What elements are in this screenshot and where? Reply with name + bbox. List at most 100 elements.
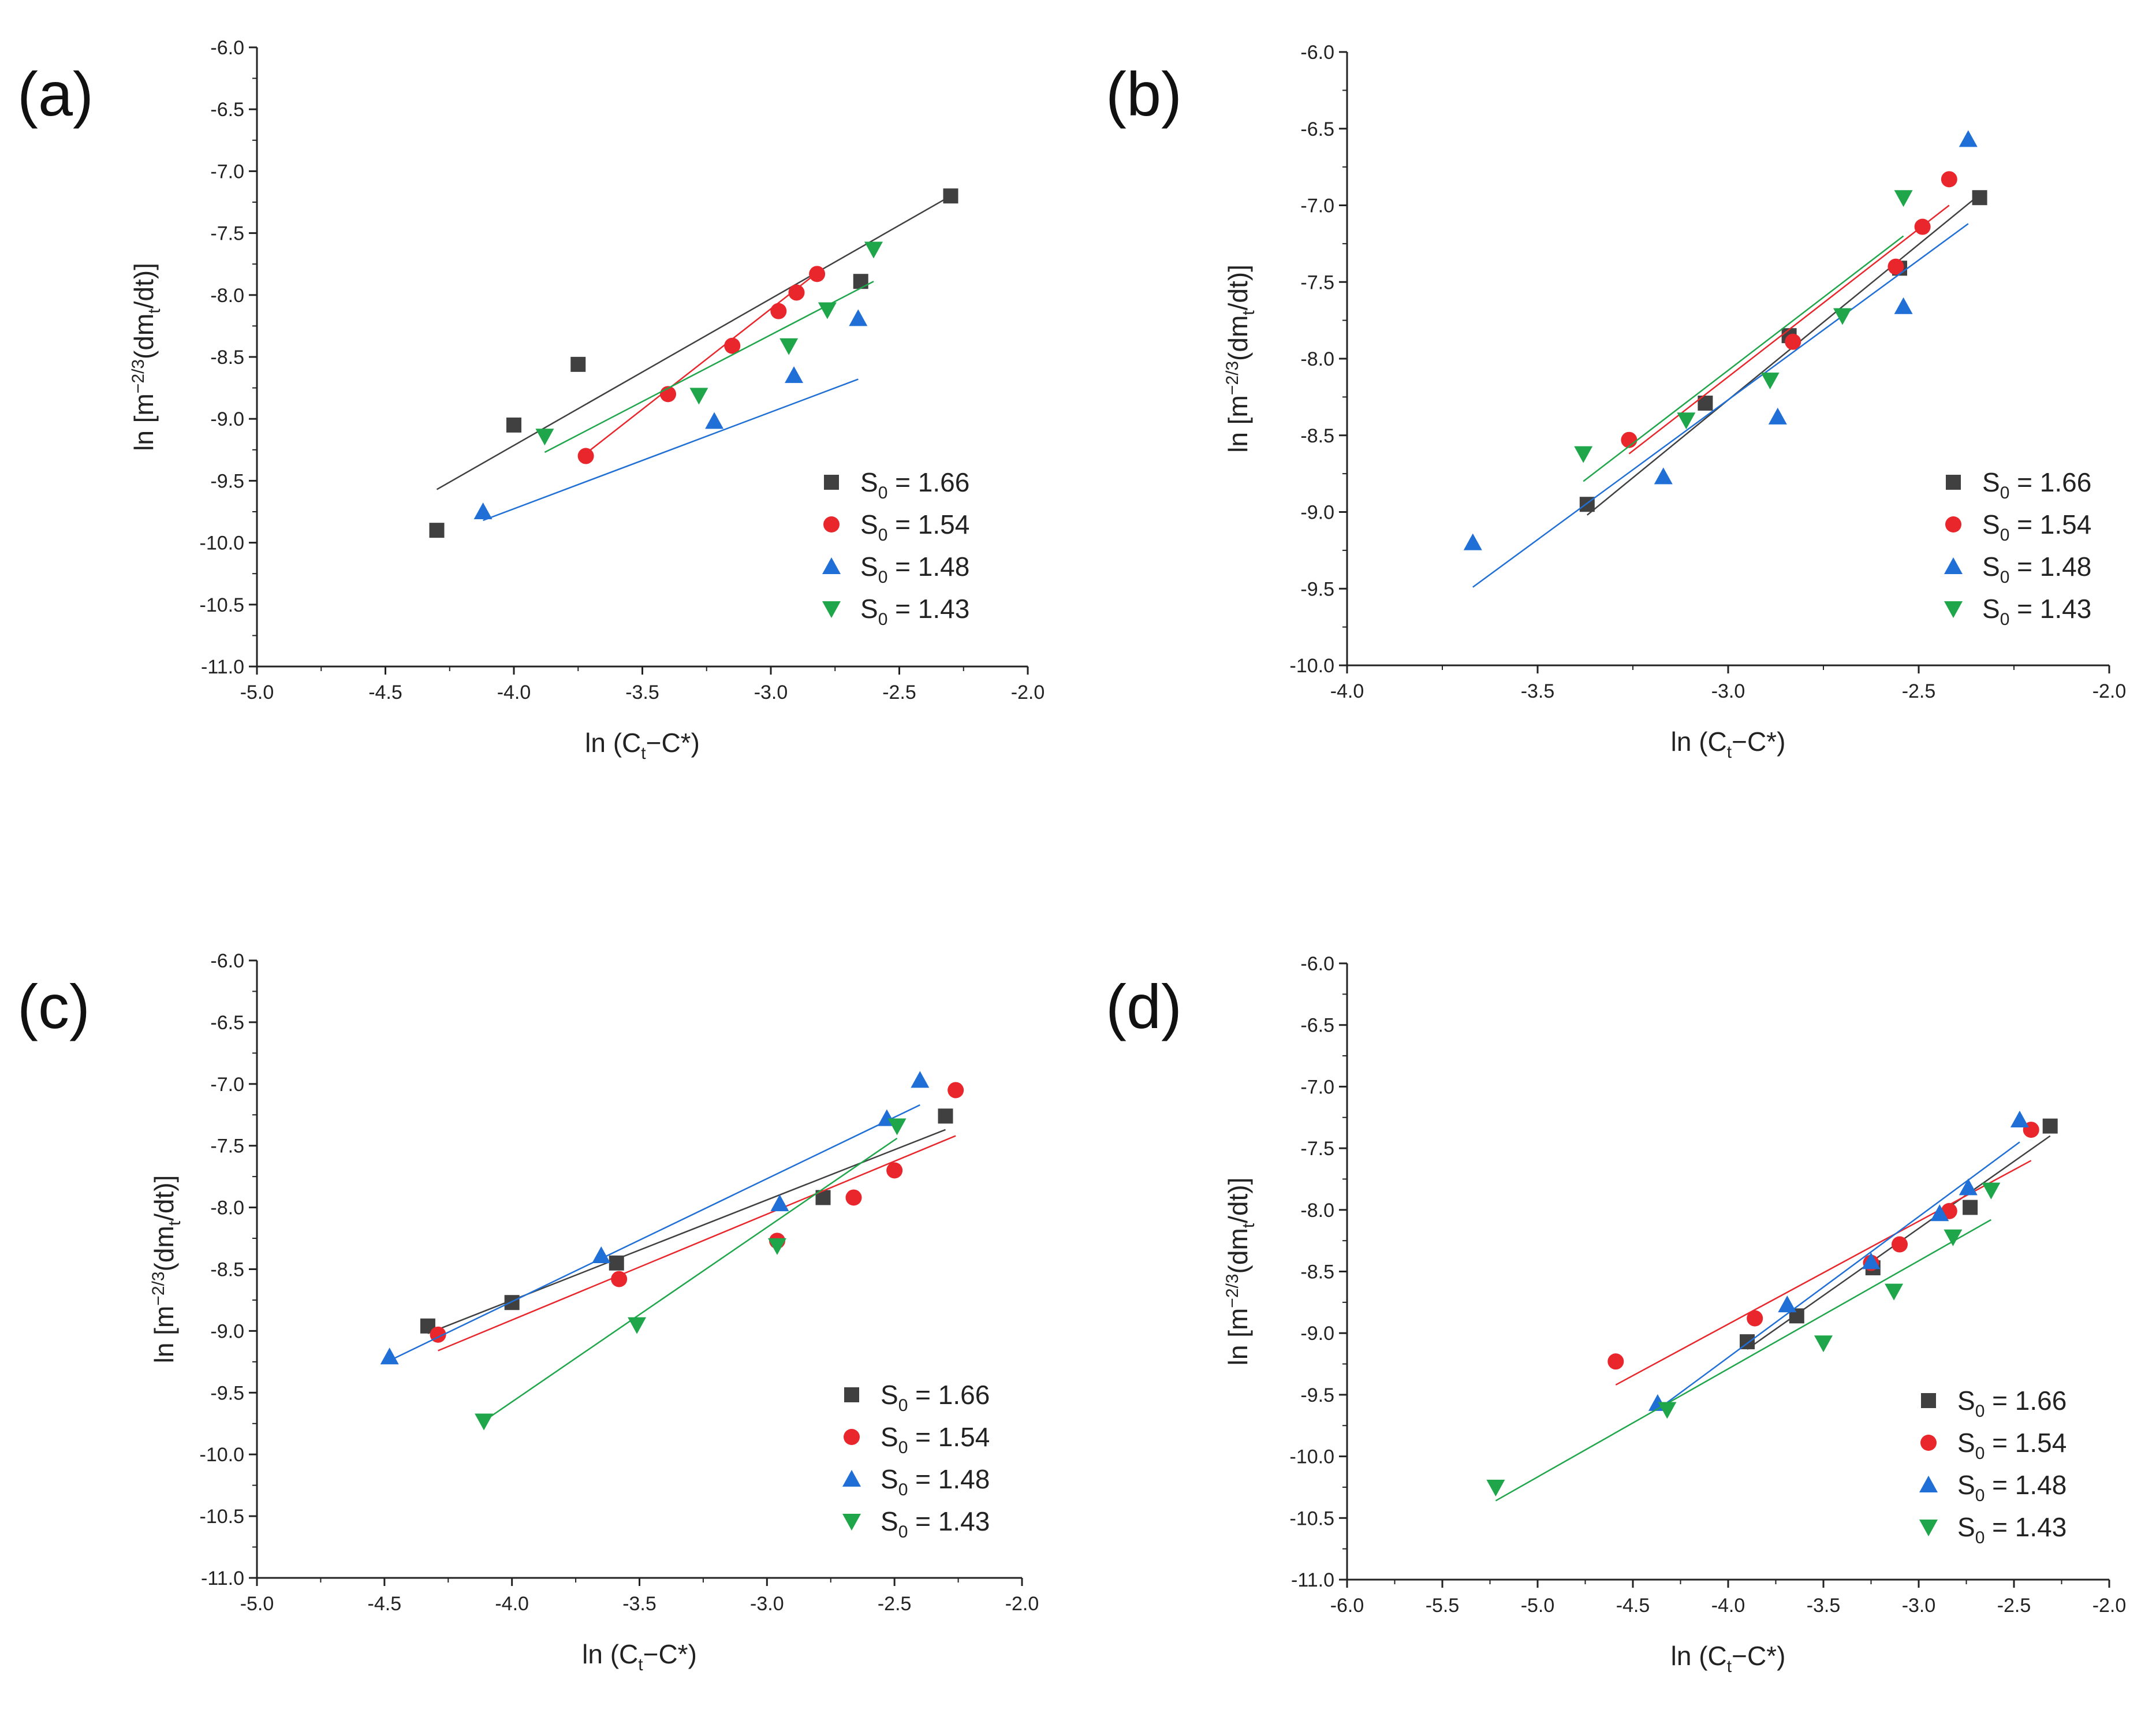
legend-label-tail: = 1.66 (908, 1380, 990, 1410)
data-point (864, 241, 883, 259)
data-point (911, 1071, 930, 1088)
series-2 (1621, 171, 1957, 455)
y-tick-label: -10.5 (1290, 1507, 1335, 1529)
x-tick-label: -5.5 (1426, 1595, 1460, 1617)
data-point (887, 1118, 907, 1135)
data-point (570, 356, 586, 372)
y-axis-title-sup: −2/3 (149, 1271, 168, 1305)
legend-label: S0 = 1.48 (860, 552, 969, 587)
legend-label-sub: 0 (1975, 1444, 1985, 1463)
x-axis-title-main: ln (C (585, 728, 641, 758)
legend-label-tail: = 1.54 (1985, 1428, 2067, 1458)
x-tick-label: -4.5 (368, 682, 402, 703)
y-tick-label: -7.0 (1300, 195, 1334, 217)
data-point (689, 388, 708, 405)
legend-marker (824, 475, 839, 490)
legend-label: S0 = 1.54 (1957, 1428, 2067, 1463)
legend-label-head: S (860, 509, 878, 539)
legend-label-head: S (1957, 1386, 1975, 1416)
x-axis-title-sub: t (1727, 743, 1732, 762)
data-point (2042, 1118, 2058, 1134)
fit-line (1615, 1160, 2032, 1386)
legend-marker (823, 516, 840, 533)
x-tick-label: -3.0 (1711, 680, 1745, 702)
x-tick-label: -2.0 (1011, 682, 1045, 703)
y-axis-title: ln [m−2/3(dmt/dt)] (1223, 265, 1258, 453)
x-tick-label: -6.0 (1330, 1595, 1364, 1617)
fit-line (1495, 1219, 1992, 1502)
legend-label: S0 = 1.43 (881, 1506, 990, 1542)
data-point (1833, 308, 1852, 325)
x-tick-label: -2.5 (878, 1593, 912, 1615)
legend-label-tail: = 1.43 (2009, 594, 2091, 624)
y-tick-label: -11.0 (201, 656, 244, 678)
y-tick-label: -8.0 (1300, 1200, 1334, 1222)
y-tick-label: -9.0 (1300, 1323, 1334, 1345)
y-tick-label: -10.0 (1290, 655, 1335, 677)
legend-label-tail: = 1.48 (908, 1464, 990, 1494)
fit-line (436, 195, 952, 490)
legend-label-sub: 0 (898, 1522, 908, 1542)
x-tick-label: -2.0 (2092, 680, 2127, 702)
legend-label: S0 = 1.54 (860, 509, 969, 545)
legend-entry: S0 = 1.48 (822, 552, 969, 587)
data-point (592, 1246, 611, 1263)
legend-marker (844, 1387, 859, 1402)
data-point (809, 266, 826, 282)
legend-label-head: S (1982, 552, 2000, 582)
x-tick-label: -3.5 (1807, 1595, 1841, 1617)
x-tick-label: -2.0 (2092, 1595, 2127, 1617)
y-tick-label: -11.0 (1291, 1569, 1334, 1591)
series-1 (429, 188, 958, 538)
y-axis-title: ln [m−2/3(dmt/dt)] (129, 263, 164, 451)
data-point (506, 417, 521, 433)
data-point (1778, 1295, 1797, 1313)
series-3 (473, 309, 868, 522)
data-point (1574, 446, 1593, 463)
fit-line (1583, 235, 1904, 482)
chart-panel-b: (b) -4.0 -3.5 -3.0 -2.5 -2.0 -10.0 -9.5 -9.0 -8.5… (1106, 42, 2126, 762)
y-axis-title-mid: (dm (1223, 315, 1253, 361)
data-point (429, 523, 445, 538)
legend-marker (1946, 475, 1961, 490)
legend-entry: S0 = 1.54 (1920, 1428, 2067, 1463)
legend-label-sub: 0 (2000, 526, 2010, 545)
legend-label-sub: 0 (878, 610, 888, 629)
data-point (1654, 467, 1673, 485)
x-tick-label: -3.5 (1521, 680, 1555, 702)
legend-label-head: S (1982, 467, 2000, 497)
legend-label-sub: 0 (878, 526, 888, 545)
legend-marker (844, 1429, 860, 1445)
legend-label: S0 = 1.43 (860, 594, 969, 629)
data-point (849, 309, 868, 326)
data-point (1760, 373, 1780, 390)
series-4 (1574, 190, 1913, 482)
y-tick-label: -10.0 (200, 1444, 245, 1466)
legend-entry: S0 = 1.43 (1944, 594, 2091, 629)
x-tick-label: -2.0 (1005, 1593, 1039, 1615)
data-point (779, 338, 799, 355)
data-point (1941, 171, 1957, 188)
legend-label-tail: = 1.43 (1985, 1512, 2067, 1542)
y-tick-label: -10.5 (200, 594, 245, 616)
y-axis-title-sub: t (165, 1220, 184, 1226)
legend-label-sub: 0 (898, 1480, 908, 1499)
y-tick-label: -10.0 (200, 533, 245, 554)
y-tick-label: -9.0 (210, 408, 244, 430)
data-point (2010, 1111, 2029, 1128)
legend-marker (842, 1514, 861, 1531)
legend-entry: S0 = 1.66 (824, 467, 969, 502)
data-point (1959, 1178, 1978, 1196)
legend-label-sub: 0 (878, 483, 888, 502)
y-axis-title-mid: (dm (149, 1226, 179, 1271)
y-axis-title-sub: t (1239, 1223, 1258, 1228)
fit-line (1587, 193, 1980, 516)
panels-group: (a) -5.0 -4.5 -4.0 -3.5 -3.0 -2.5 -2.0 -11.0 -10.… (17, 37, 2126, 1676)
legend-marker (1920, 1435, 1937, 1451)
legend-marker (1921, 1393, 1936, 1408)
y-tick-label: -6.5 (1300, 118, 1334, 140)
legend-label-head: S (881, 1422, 898, 1452)
data-point (1463, 533, 1482, 550)
legend-label-tail: = 1.54 (908, 1422, 990, 1452)
